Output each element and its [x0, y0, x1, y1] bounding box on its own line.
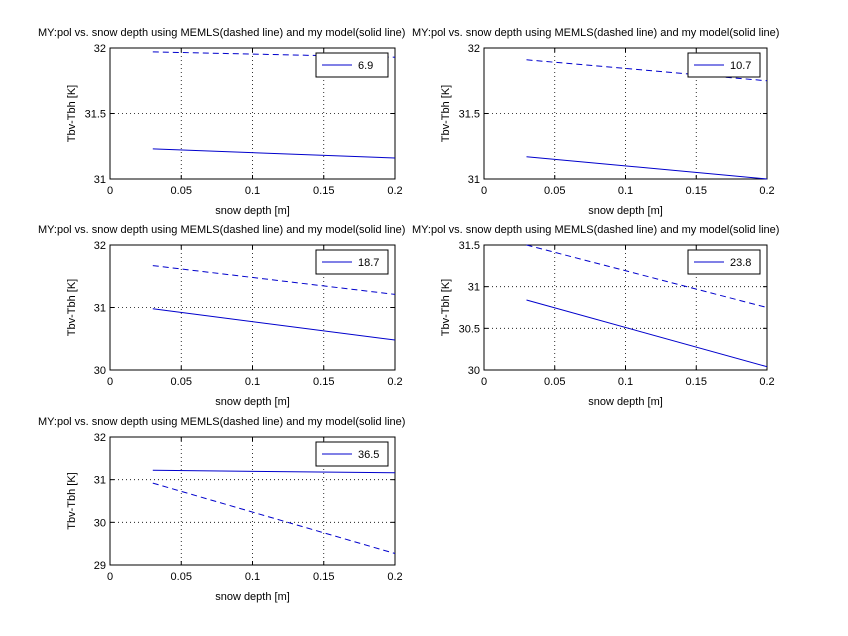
y-tick-label: 30	[468, 365, 480, 377]
y-axis-label: Tbv-Tbh [K]	[66, 279, 78, 336]
x-tick-label: 0	[107, 376, 113, 388]
x-tick-label: 0.15	[313, 376, 334, 388]
x-tick-label: 0.05	[171, 376, 192, 388]
x-tick-label: 0.2	[387, 185, 402, 197]
model-solid-line	[152, 148, 396, 159]
y-tick-label: 31.5	[459, 109, 480, 121]
chart-title: MY:pol vs. snow depth using MEMLS(dashed…	[38, 224, 405, 236]
legend: 36.5	[315, 441, 389, 467]
x-tick-label: 0.2	[759, 185, 774, 197]
y-tick-label: 30	[94, 365, 106, 377]
x-tick-label: 0.15	[313, 185, 334, 197]
x-tick-label: 0.1	[245, 571, 260, 583]
model-solid-line	[152, 308, 396, 341]
y-tick-label: 32	[94, 43, 106, 55]
y-axis-label: Tbv-Tbh [K]	[66, 85, 78, 142]
x-tick-label: 0.15	[686, 185, 707, 197]
x-tick-label: 0	[481, 185, 487, 197]
y-axis-label: Tbv-Tbh [K]	[440, 279, 452, 336]
y-tick-label: 31	[94, 303, 106, 315]
model-solid-line	[526, 156, 768, 180]
x-tick-label: 0	[107, 571, 113, 583]
x-tick-label: 0.05	[171, 571, 192, 583]
x-tick-label: 0.05	[544, 185, 565, 197]
legend-entry: 6.9	[358, 60, 373, 72]
x-tick-label: 0.15	[686, 376, 707, 388]
x-axis-label: snow depth [m]	[215, 205, 290, 217]
y-axis-label: Tbv-Tbh [K]	[440, 85, 452, 142]
y-tick-label: 31	[468, 174, 480, 186]
legend: 18.7	[315, 249, 389, 275]
legend: 10.7	[687, 52, 761, 78]
x-axis-label: snow depth [m]	[215, 396, 290, 408]
y-tick-label: 31	[94, 174, 106, 186]
subplot-2: 0 0.05 0.1 0.15 0.2 31 31.5 32 MY:pol vs. snow d…	[412, 27, 779, 217]
x-tick-label: 0.1	[245, 376, 260, 388]
x-tick-label: 0	[107, 185, 113, 197]
y-tick-label: 31	[468, 282, 480, 294]
y-tick-label: 32	[94, 432, 106, 444]
legend-entry: 10.7	[730, 60, 751, 72]
model-solid-line	[526, 299, 768, 368]
model-solid-line	[152, 469, 396, 474]
x-axis-label: snow depth [m]	[215, 591, 290, 603]
x-tick-label: 0.1	[618, 185, 633, 197]
x-tick-label: 0.05	[544, 376, 565, 388]
y-tick-label: 31.5	[85, 109, 106, 121]
subplot-3: 0 0.05 0.1 0.15 0.2 30 31 32 MY:pol vs. snow dep…	[38, 224, 405, 408]
chart-title: MY:pol vs. snow depth using MEMLS(dashed…	[412, 27, 779, 39]
subplot-4: 0 0.05 0.1 0.15 0.2 30 30.5 31 31.5 MY:pol vs. sn…	[412, 224, 779, 408]
memls-dashed-line	[526, 244, 768, 308]
legend: 6.9	[315, 52, 389, 78]
y-tick-label: 32	[468, 43, 480, 55]
x-tick-label: 0.2	[387, 571, 402, 583]
y-tick-label: 29	[94, 560, 106, 572]
chart-title: MY:pol vs. snow depth using MEMLS(dashed…	[38, 27, 405, 39]
x-tick-label: 0.2	[387, 376, 402, 388]
subplot-1: 0 0.05 0.1 0.15 0.2 31 31.5 32 MY:pol vs. snow d…	[38, 27, 405, 217]
memls-dashed-line	[152, 482, 396, 554]
chart-title: MY:pol vs. snow depth using MEMLS(dashed…	[38, 416, 405, 428]
legend-entry: 18.7	[358, 257, 379, 269]
x-tick-label: 0	[481, 376, 487, 388]
y-axis-label: Tbv-Tbh [K]	[66, 472, 78, 529]
y-tick-label: 32	[94, 240, 106, 252]
x-tick-label: 0.1	[245, 185, 260, 197]
y-tick-label: 30	[94, 517, 106, 529]
legend-entry: 23.8	[730, 257, 751, 269]
chart-title: MY:pol vs. snow depth using MEMLS(dashed…	[412, 224, 779, 236]
y-tick-label: 31	[94, 475, 106, 487]
x-tick-label: 0.2	[759, 376, 774, 388]
y-tick-label: 30.5	[459, 323, 480, 335]
subplot-5: 0 0.05 0.1 0.15 0.2 29 30 31 32 MY:pol vs. snow d…	[38, 416, 405, 603]
x-axis-label: snow depth [m]	[588, 396, 663, 408]
x-tick-label: 0.15	[313, 571, 334, 583]
x-tick-label: 0.05	[171, 185, 192, 197]
legend: 23.8	[687, 249, 761, 275]
memls-dashed-line	[152, 265, 396, 295]
y-tick-label: 31.5	[459, 240, 480, 252]
x-axis-label: snow depth [m]	[588, 205, 663, 217]
x-tick-label: 0.1	[618, 376, 633, 388]
legend-entry: 36.5	[358, 449, 379, 461]
